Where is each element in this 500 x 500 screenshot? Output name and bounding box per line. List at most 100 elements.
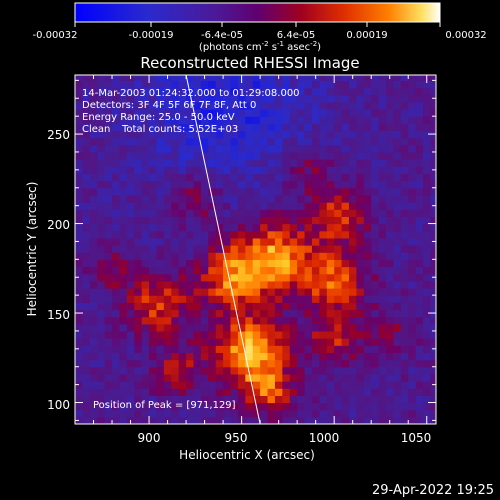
heatmap-cell (311, 237, 320, 246)
heatmap-cell (430, 137, 436, 146)
heatmap-cell (126, 230, 135, 239)
heatmap-cell (112, 302, 121, 311)
heatmap-cell (304, 245, 313, 253)
heatmap-cell (341, 388, 350, 396)
heatmap-cell (415, 309, 424, 318)
heatmap-cell (134, 252, 143, 260)
heatmap-cell (104, 194, 113, 203)
heatmap-cell (208, 237, 217, 246)
heatmap-cell (112, 316, 121, 325)
heatmap-cell (274, 187, 283, 196)
heatmap-cell (415, 366, 424, 375)
heatmap-cell (119, 116, 128, 124)
heatmap-cell (400, 409, 409, 418)
heatmap-cell (297, 245, 306, 253)
heatmap-cell (371, 381, 380, 389)
heatmap-cell (260, 151, 269, 160)
heatmap-cell (386, 280, 395, 289)
heatmap-cell (326, 416, 335, 424)
heatmap-cell (186, 309, 195, 318)
heatmap-cell (326, 75, 335, 81)
heatmap-cell (171, 173, 180, 182)
heatmap-cell (215, 388, 224, 396)
heatmap-cell (186, 259, 195, 268)
heatmap-cell (200, 137, 209, 146)
heatmap-cell (178, 409, 187, 418)
heatmap-cell (415, 409, 424, 418)
heatmap-cell (297, 416, 306, 424)
heatmap-cell (89, 137, 98, 146)
heatmap-cell (297, 159, 306, 167)
heatmap-cell (304, 75, 313, 81)
heatmap-cell (163, 345, 172, 354)
heatmap-cell (289, 409, 298, 418)
heatmap-cell (119, 323, 128, 332)
heatmap-cell (112, 245, 121, 253)
heatmap-cell (371, 295, 380, 303)
colorbar-tick-label-5: 0.00032 (445, 30, 486, 41)
heatmap-cell (386, 101, 395, 110)
heatmap-cell (363, 87, 372, 96)
heatmap-cell (134, 259, 143, 268)
heatmap-cell (356, 116, 365, 124)
heatmap-cell (348, 216, 357, 225)
heatmap-cell (386, 287, 395, 296)
heatmap-cell (252, 273, 261, 282)
heatmap-cell (141, 187, 150, 196)
heatmap-cell (334, 266, 343, 275)
heatmap-cell (282, 101, 291, 110)
heatmap-cell (208, 402, 217, 411)
heatmap-cell (289, 94, 298, 103)
heatmap-cell (341, 402, 350, 411)
heatmap-cell (274, 273, 283, 282)
heatmap-cell (89, 180, 98, 189)
heatmap-cell (297, 116, 306, 124)
heatmap-cell (430, 209, 436, 217)
heatmap-cell (237, 266, 246, 275)
heatmap-cell (126, 345, 135, 354)
heatmap-cell (126, 194, 135, 203)
heatmap-cell (171, 302, 180, 311)
heatmap-cell (75, 245, 84, 253)
heatmap-cell (112, 80, 121, 89)
heatmap-cell (260, 237, 269, 246)
heatmap-cell (348, 87, 357, 96)
heatmap-cell (289, 302, 298, 311)
heatmap-cell (378, 109, 387, 117)
heatmap-cell (97, 416, 106, 424)
heatmap-cell (356, 323, 365, 332)
heatmap-cell (386, 216, 395, 225)
heatmap-cell (282, 252, 291, 260)
heatmap-cell (408, 237, 417, 246)
heatmap-cell (215, 159, 224, 167)
heatmap-cell (267, 330, 276, 339)
heatmap-cell (386, 245, 395, 253)
heatmap-cell (134, 87, 143, 96)
heatmap-cell (126, 280, 135, 289)
heatmap-cell (282, 266, 291, 275)
heatmap-cell (178, 223, 187, 232)
heatmap-cell (334, 130, 343, 139)
heatmap-cell (112, 295, 121, 303)
heatmap-cell (141, 323, 150, 332)
heatmap-cell (193, 116, 202, 124)
heatmap-cell (245, 202, 254, 210)
heatmap-cell (119, 373, 128, 382)
heatmap-cell (82, 338, 91, 346)
heatmap-cell (237, 388, 246, 396)
heatmap-cell (223, 395, 232, 404)
heatmap-cell (237, 202, 246, 210)
heatmap-cell (423, 209, 432, 217)
heatmap-cell (215, 180, 224, 189)
heatmap-cell (186, 144, 195, 153)
heatmap-cell (178, 280, 187, 289)
heatmap-cell (223, 159, 232, 167)
heatmap-cell (311, 323, 320, 332)
heatmap-cell (289, 388, 298, 396)
heatmap-cell (260, 223, 269, 232)
heatmap-cell (230, 123, 239, 132)
heatmap-cell (126, 359, 135, 368)
heatmap-cell (97, 287, 106, 296)
heatmap-cell (326, 388, 335, 396)
heatmap-cell (82, 402, 91, 411)
